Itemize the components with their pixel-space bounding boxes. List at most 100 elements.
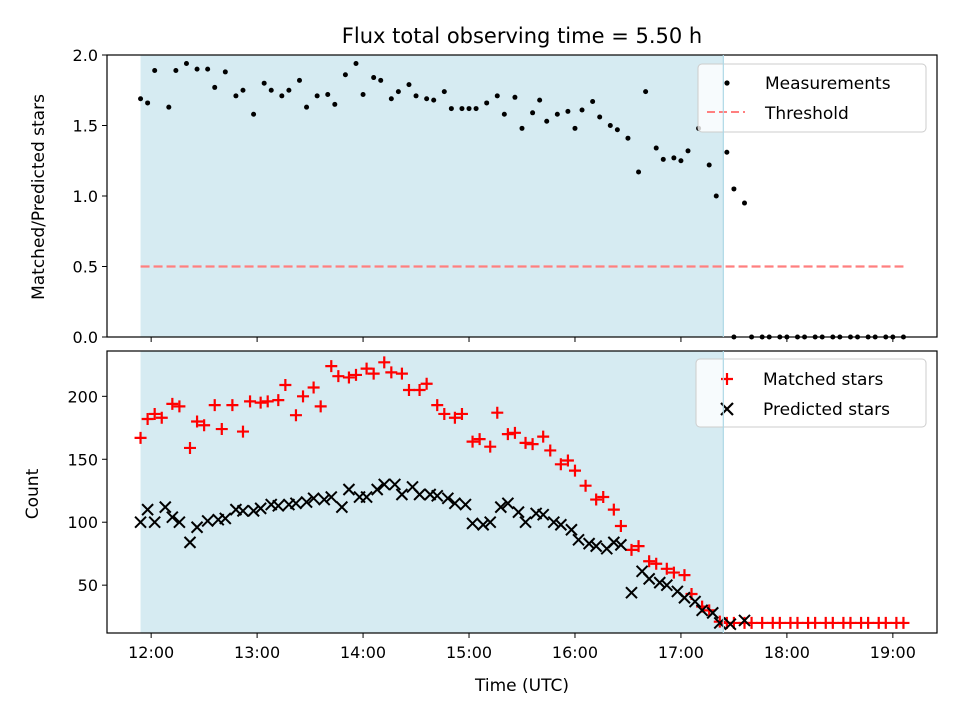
matched-point — [342, 371, 355, 384]
measurement-point — [554, 111, 560, 117]
matched-point — [236, 425, 249, 438]
predicted-point — [325, 490, 338, 504]
predicted-point — [254, 502, 267, 515]
measurement-point — [448, 106, 454, 112]
predicted-point — [236, 504, 250, 518]
predicted-point — [201, 514, 214, 528]
predicted-point — [441, 492, 455, 505]
measurement-point — [279, 93, 285, 99]
measurement-point — [565, 108, 571, 114]
predicted-point — [519, 516, 532, 529]
measurement-point — [678, 158, 684, 164]
matched-point — [526, 438, 539, 451]
measurement-point — [413, 93, 419, 99]
matched-point — [561, 454, 574, 467]
measurement-point — [742, 200, 748, 206]
measurement-point — [388, 96, 394, 102]
matched-point — [155, 411, 168, 424]
predicted-point — [476, 518, 490, 531]
x-tick-label: 13:00 — [234, 643, 280, 662]
measurement-point — [173, 68, 179, 74]
measurement-point — [614, 127, 620, 133]
matched-point — [508, 426, 521, 439]
measurement-point — [579, 107, 585, 113]
predicted-point — [342, 483, 356, 496]
measurement-point — [166, 104, 172, 110]
predicted-point — [459, 498, 472, 511]
measurement-point — [378, 77, 384, 83]
x-tick-label: 16:00 — [552, 643, 598, 662]
predicted-point — [289, 497, 303, 510]
matched-point — [244, 395, 257, 408]
measurement-point — [625, 135, 631, 141]
y-tick-label: 1.5 — [73, 117, 98, 136]
measurement-point — [597, 114, 603, 120]
top-legend-box — [697, 63, 927, 133]
matched-point — [643, 555, 656, 568]
matched-point — [289, 409, 302, 422]
measurement-point — [194, 66, 200, 72]
predicted-point — [307, 492, 320, 505]
predicted-point — [724, 617, 737, 631]
matched-point — [607, 503, 620, 516]
measurement-point — [671, 155, 677, 161]
x-tick-label: 14:00 — [340, 643, 386, 662]
measurement-point — [494, 93, 500, 99]
measurement-point — [607, 123, 613, 128]
matched-point — [448, 411, 461, 424]
matched-point — [279, 378, 292, 391]
x-tick-label: 15:00 — [446, 643, 492, 662]
matched-point — [166, 397, 179, 410]
y-tick-label: 100 — [67, 513, 98, 532]
bottom-legend-box — [695, 358, 927, 428]
predicted-point — [370, 483, 384, 496]
legend-measurements-label: Measurements — [765, 74, 891, 94]
predicted-point — [335, 500, 349, 514]
measurement-point — [286, 87, 292, 93]
predicted-point — [219, 512, 232, 525]
predicted-point — [572, 533, 585, 547]
matched-point — [579, 479, 592, 492]
matched-point — [314, 400, 327, 413]
matched-point — [378, 356, 391, 369]
matched-point — [402, 384, 415, 397]
measurement-point — [314, 93, 320, 99]
matched-point — [208, 399, 221, 412]
matched-point — [491, 406, 504, 419]
predicted-point — [141, 503, 154, 516]
matched-point — [501, 428, 514, 441]
measurement-point — [395, 89, 401, 95]
predicted-point — [300, 495, 313, 509]
matched-point — [537, 430, 550, 443]
measurement-point — [353, 60, 359, 66]
measurement-point — [512, 94, 518, 100]
matched-point — [614, 519, 627, 532]
matched-point — [862, 616, 875, 629]
measurement-point — [360, 91, 366, 97]
bottom-plot-area — [134, 356, 910, 631]
measurement-point — [544, 118, 550, 124]
x-tick-label: 17:00 — [658, 643, 704, 662]
predicted-point — [695, 604, 709, 617]
matched-point — [173, 400, 186, 413]
measurement-point — [537, 97, 543, 103]
predicted-point — [625, 586, 638, 599]
predicted-point — [272, 499, 285, 513]
matched-point — [544, 444, 557, 457]
bottom-y-axis-label: Count — [23, 468, 43, 519]
matched-point — [272, 394, 285, 407]
measurement-point — [466, 106, 472, 112]
predicted-point — [159, 500, 172, 514]
measurement-point — [371, 75, 377, 81]
measurement-point — [261, 80, 267, 86]
matched-point — [360, 362, 373, 375]
matched-point — [590, 493, 603, 506]
matched-point — [198, 419, 211, 432]
predicted-point — [395, 488, 409, 501]
matched-point — [667, 566, 680, 579]
matched-point — [367, 367, 380, 380]
matched-point — [215, 423, 228, 436]
measurement-point — [212, 84, 218, 90]
y-tick-label: 1.0 — [73, 187, 98, 206]
x-tick-label: 12:00 — [128, 643, 174, 662]
